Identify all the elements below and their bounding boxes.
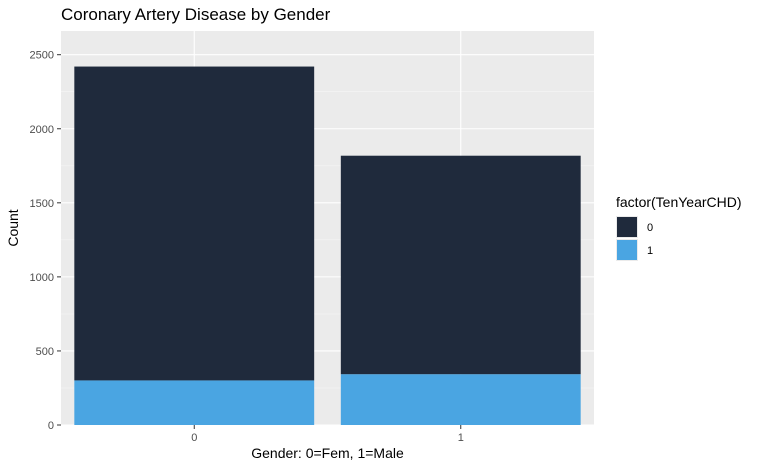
bars — [74, 66, 581, 425]
y-tick-label: 500 — [36, 346, 54, 358]
x-tick-label: 1 — [458, 432, 464, 444]
bar-0-series-0 — [74, 66, 315, 381]
x-tick-label: 0 — [191, 432, 197, 444]
legend-swatch-0 — [617, 217, 637, 237]
y-tick-label: 2000 — [30, 124, 54, 136]
legend-title: factor(TenYearCHD) — [616, 194, 742, 210]
y-tick-label: 1000 — [30, 272, 54, 284]
legend-label-0: 0 — [647, 222, 653, 234]
bar-1-series-1 — [340, 374, 581, 425]
y-tick-label: 0 — [48, 420, 54, 432]
chart-title: Coronary Artery Disease by Gender — [61, 5, 331, 24]
y-tick-label: 1500 — [30, 198, 54, 210]
x-axis-title: Gender: 0=Fem, 1=Male — [251, 445, 404, 461]
bar-1-series-0 — [340, 155, 581, 375]
y-axis-title: Count — [5, 209, 21, 246]
legend-swatch-1 — [617, 240, 637, 260]
bar-0-series-1 — [74, 380, 315, 425]
legend-label-1: 1 — [647, 245, 653, 257]
axes: 0 500 1000 1500 2000 2500 0 1 — [30, 50, 464, 444]
y-tick-label: 2500 — [30, 50, 54, 62]
legend: factor(TenYearCHD) 0 1 — [616, 194, 742, 261]
